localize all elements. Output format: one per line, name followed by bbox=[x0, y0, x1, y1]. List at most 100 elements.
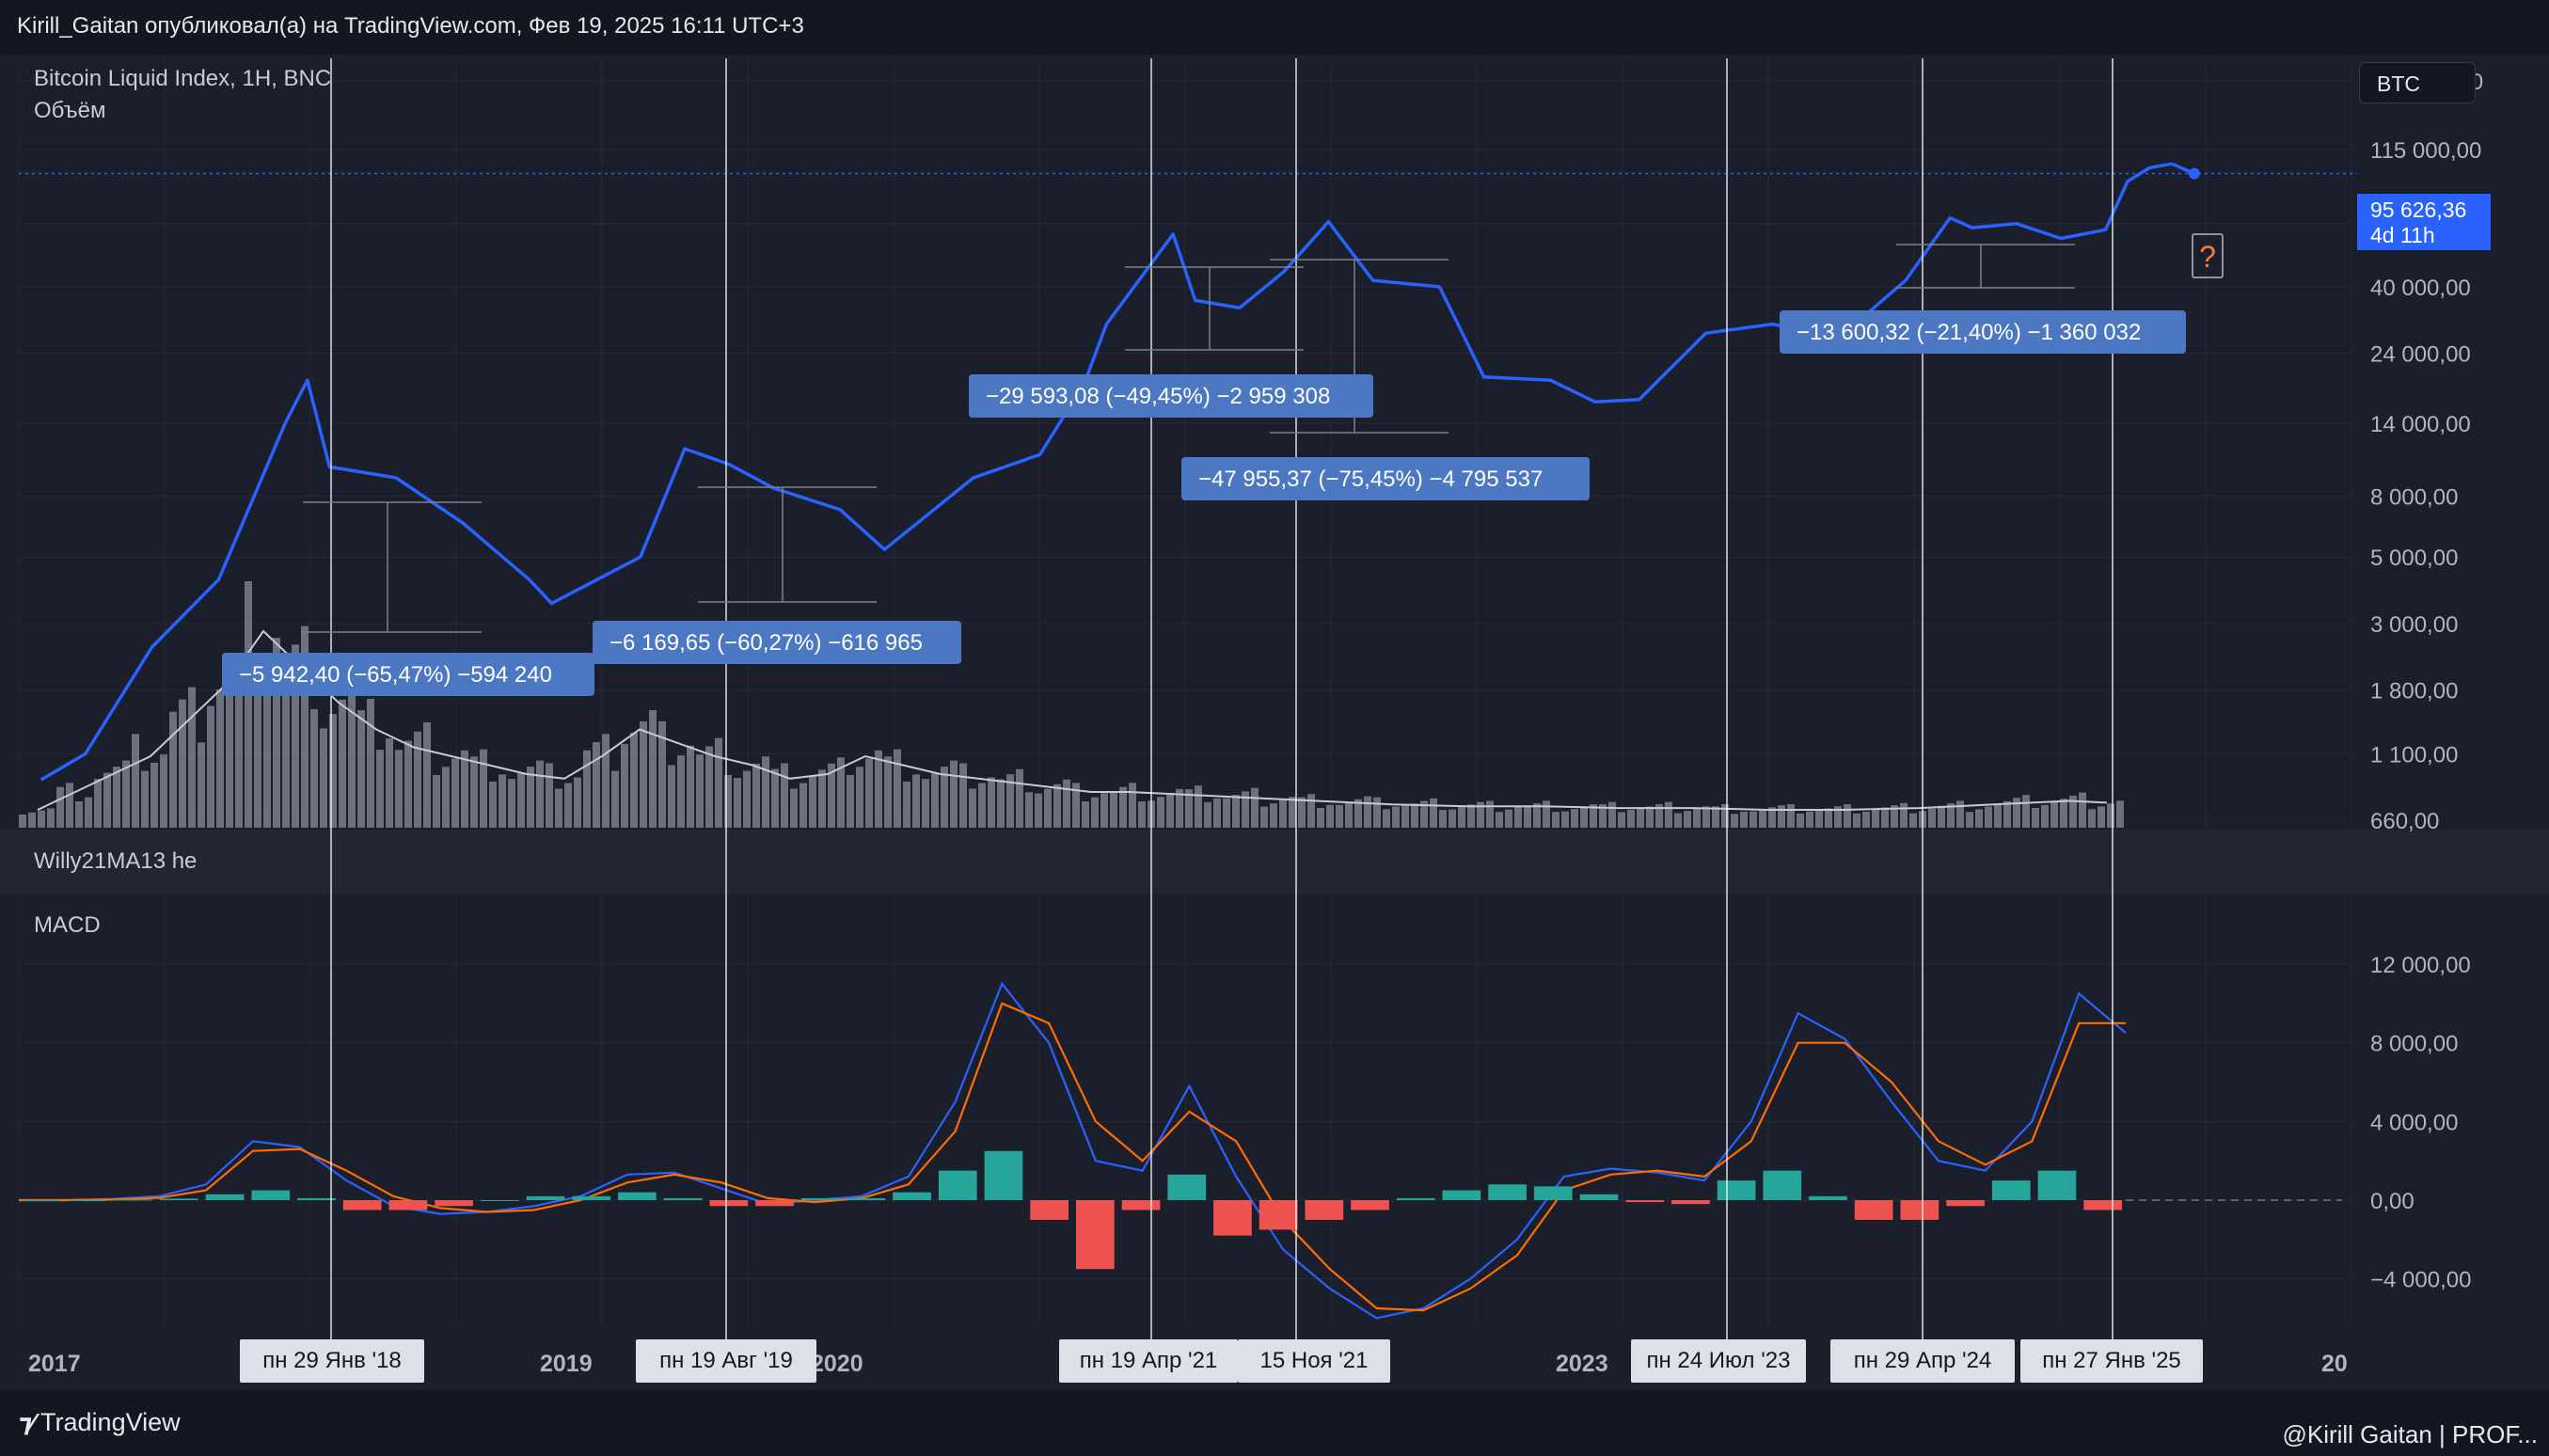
tradingview-logo[interactable]: ⁊⁄ TradingView bbox=[19, 1407, 181, 1438]
volume-bar bbox=[734, 778, 741, 828]
macd-histogram-bar bbox=[435, 1200, 473, 1207]
macd-histogram-bar bbox=[388, 1200, 428, 1211]
macd-histogram-bar bbox=[1121, 1200, 1161, 1211]
macd-histogram-bar bbox=[1717, 1180, 1756, 1200]
macd-histogram-bar bbox=[1533, 1186, 1573, 1200]
macd-histogram-bar bbox=[2037, 1170, 2077, 1200]
signal-line bbox=[19, 1002, 2126, 1312]
y-tick-label: 1 800,00 bbox=[2370, 678, 2458, 704]
volume-bar bbox=[1787, 804, 1795, 828]
volume-bar bbox=[160, 754, 167, 828]
volume-bar bbox=[1665, 801, 1672, 828]
symbol-legend[interactable]: Bitcoin Liquid Index, 1H, BNC bbox=[34, 66, 332, 91]
volume-bar bbox=[423, 721, 431, 828]
volume-bar bbox=[1467, 804, 1475, 828]
volume-bar bbox=[649, 710, 657, 828]
volume-bar bbox=[348, 685, 356, 828]
volume-bar bbox=[894, 749, 901, 828]
volume-bar bbox=[856, 767, 863, 828]
volume-bar bbox=[1176, 788, 1183, 828]
volume-bar bbox=[1749, 811, 1757, 828]
volume-bar bbox=[517, 772, 525, 828]
volume-bar bbox=[988, 777, 995, 828]
volume-bar bbox=[461, 750, 468, 828]
volume-bar bbox=[480, 749, 487, 828]
macd-y-tick-label: −4 000,00 bbox=[2370, 1268, 2471, 1293]
volume-bar bbox=[2088, 809, 2096, 828]
volume-bar bbox=[1044, 788, 1052, 828]
volume-bar bbox=[997, 779, 1005, 828]
volume-bar bbox=[809, 775, 816, 828]
volume-bar bbox=[1524, 805, 1531, 828]
macd-histogram-bar bbox=[709, 1200, 749, 1207]
volume-bar bbox=[1298, 797, 1306, 828]
volume-bar bbox=[1110, 791, 1117, 828]
volume-bar bbox=[1966, 812, 1973, 828]
time-badge: пн 19 Авг '19 bbox=[636, 1339, 816, 1383]
volume-bar bbox=[320, 728, 327, 828]
volume-bar bbox=[696, 754, 704, 828]
volume-bar bbox=[273, 638, 280, 828]
volume-bar bbox=[837, 757, 845, 828]
volume-legend[interactable]: Объём bbox=[34, 98, 106, 123]
y-tick-label: 115 000,00 bbox=[2370, 138, 2481, 164]
volume-bar bbox=[1872, 809, 1879, 828]
macd-histogram-bar bbox=[1763, 1170, 1802, 1200]
question-mark-note[interactable]: ? bbox=[2192, 233, 2224, 278]
volume-bar bbox=[527, 767, 534, 828]
volume-bar bbox=[263, 660, 271, 828]
macd-histogram-bar bbox=[572, 1195, 611, 1200]
scale-currency-box[interactable]: BTC bbox=[2359, 62, 2476, 103]
volume-bar bbox=[583, 750, 591, 828]
last-price-countdown: 4d 11h bbox=[2370, 223, 2435, 247]
volume-bar bbox=[1242, 791, 1249, 828]
last-price-tag: 95 626,36 4d 11h bbox=[2357, 194, 2491, 250]
volume-bar bbox=[1354, 799, 1362, 828]
volume-bar bbox=[94, 779, 102, 828]
volume-bar bbox=[912, 774, 920, 828]
volume-bar bbox=[508, 779, 515, 828]
macd-line bbox=[19, 981, 2127, 1320]
volume-bar bbox=[978, 783, 986, 828]
volume-bar bbox=[611, 770, 619, 828]
volume-bar bbox=[1627, 810, 1635, 828]
y-tick-label: 1 100,00 bbox=[2370, 742, 2458, 768]
volume-bar bbox=[1844, 804, 1851, 828]
macd-histogram-bar bbox=[618, 1192, 657, 1200]
volume-bar bbox=[1956, 800, 1964, 828]
volume-bar bbox=[188, 687, 196, 828]
volume-bar bbox=[800, 783, 807, 828]
macd-histogram-bar bbox=[1579, 1194, 1619, 1200]
last-price-value: 95 626,36 bbox=[2370, 198, 2467, 222]
macd-histogram-bar bbox=[663, 1197, 703, 1200]
volume-bar bbox=[941, 767, 948, 828]
indicator-legend[interactable]: Willy21MA13 he bbox=[34, 848, 198, 874]
volume-bar bbox=[931, 772, 939, 828]
drawdown-annotation-label: −6 169,65 (−60,27%) −616 965 bbox=[610, 630, 923, 656]
volume-bar bbox=[1552, 812, 1559, 828]
volume-bar bbox=[1505, 809, 1512, 828]
volume-bar bbox=[1608, 801, 1616, 828]
macd-y-tick-label: 12 000,00 bbox=[2370, 953, 2471, 978]
volume-bar bbox=[470, 756, 478, 828]
volume-bar bbox=[2013, 798, 2020, 828]
macd-histogram-bar bbox=[1259, 1200, 1298, 1230]
volume-bar bbox=[47, 808, 55, 828]
volume-bar bbox=[1533, 803, 1541, 828]
drawdown-annotation-label: −13 600,32 (−21,40%) −1 360 032 bbox=[1797, 320, 2141, 345]
volume-bar bbox=[959, 763, 967, 828]
volume-bar bbox=[1721, 803, 1729, 828]
volume-bar bbox=[1881, 807, 1889, 828]
volume-bar bbox=[1834, 806, 1842, 828]
macd-histogram-bar bbox=[1946, 1200, 1985, 1207]
brand-name: TradingView bbox=[40, 1408, 181, 1436]
volume-bar bbox=[536, 760, 544, 828]
macd-histogram-bar bbox=[114, 1199, 153, 1201]
volume-bar bbox=[122, 760, 130, 828]
volume-bar bbox=[2107, 803, 2114, 828]
y-tick-label: 40 000,00 bbox=[2370, 276, 2471, 301]
macd-legend[interactable]: MACD bbox=[34, 912, 101, 938]
volume-bar bbox=[207, 705, 214, 828]
volume-bar bbox=[1232, 795, 1240, 828]
